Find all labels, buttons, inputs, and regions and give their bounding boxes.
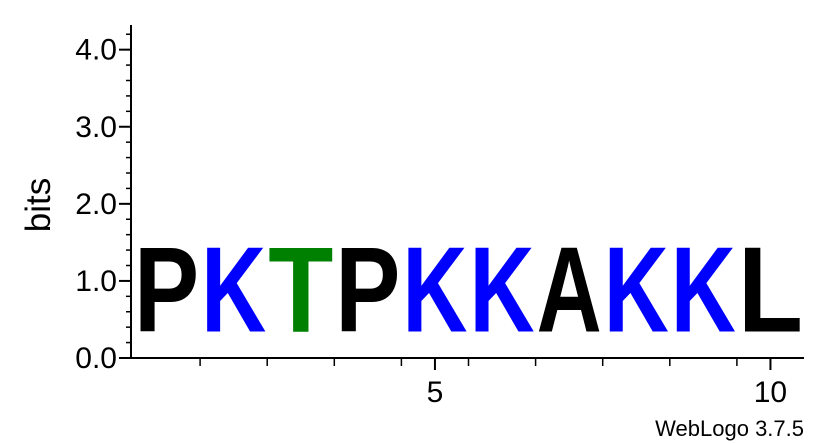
logo-letter-L-10: L: [738, 223, 803, 358]
svg-text:P: P: [134, 222, 199, 357]
logo-letter-P-1: P: [134, 222, 199, 357]
y-tick-label: 3.0: [75, 111, 117, 144]
logo-letter-K-2: K: [201, 221, 266, 357]
weblogo-credit: WebLogo 3.7.5: [655, 416, 804, 441]
svg-text:P: P: [335, 222, 400, 357]
logo-letter-T-3: T: [268, 223, 333, 358]
y-tick-label: 0.0: [75, 342, 117, 375]
y-tick-label: 1.0: [75, 265, 117, 298]
y-tick-label: 4.0: [75, 34, 117, 67]
x-tick-label: 5: [427, 376, 444, 409]
svg-text:L: L: [738, 223, 803, 358]
logo-letter-K-8: K: [604, 221, 669, 357]
logo-letter-K-5: K: [402, 221, 467, 357]
y-axis-label: bits: [19, 178, 58, 232]
svg-text:K: K: [470, 221, 535, 357]
logo-letter-P-4: P: [335, 222, 400, 357]
svg-text:K: K: [604, 221, 669, 357]
logo-letter-A-7: A: [537, 221, 602, 357]
logo-letter-K-9: K: [671, 221, 736, 357]
svg-text:K: K: [201, 221, 266, 357]
svg-text:K: K: [671, 221, 736, 357]
axes: 0.0 1.0 2.0 3.0 4.0 5 10: [75, 25, 804, 409]
svg-text:K: K: [402, 221, 467, 357]
logo-letter-K-6: K: [470, 221, 535, 357]
y-tick-label: 2.0: [75, 188, 117, 221]
svg-text:A: A: [537, 221, 602, 357]
x-tick-label: 10: [754, 376, 787, 409]
svg-text:T: T: [268, 223, 333, 358]
